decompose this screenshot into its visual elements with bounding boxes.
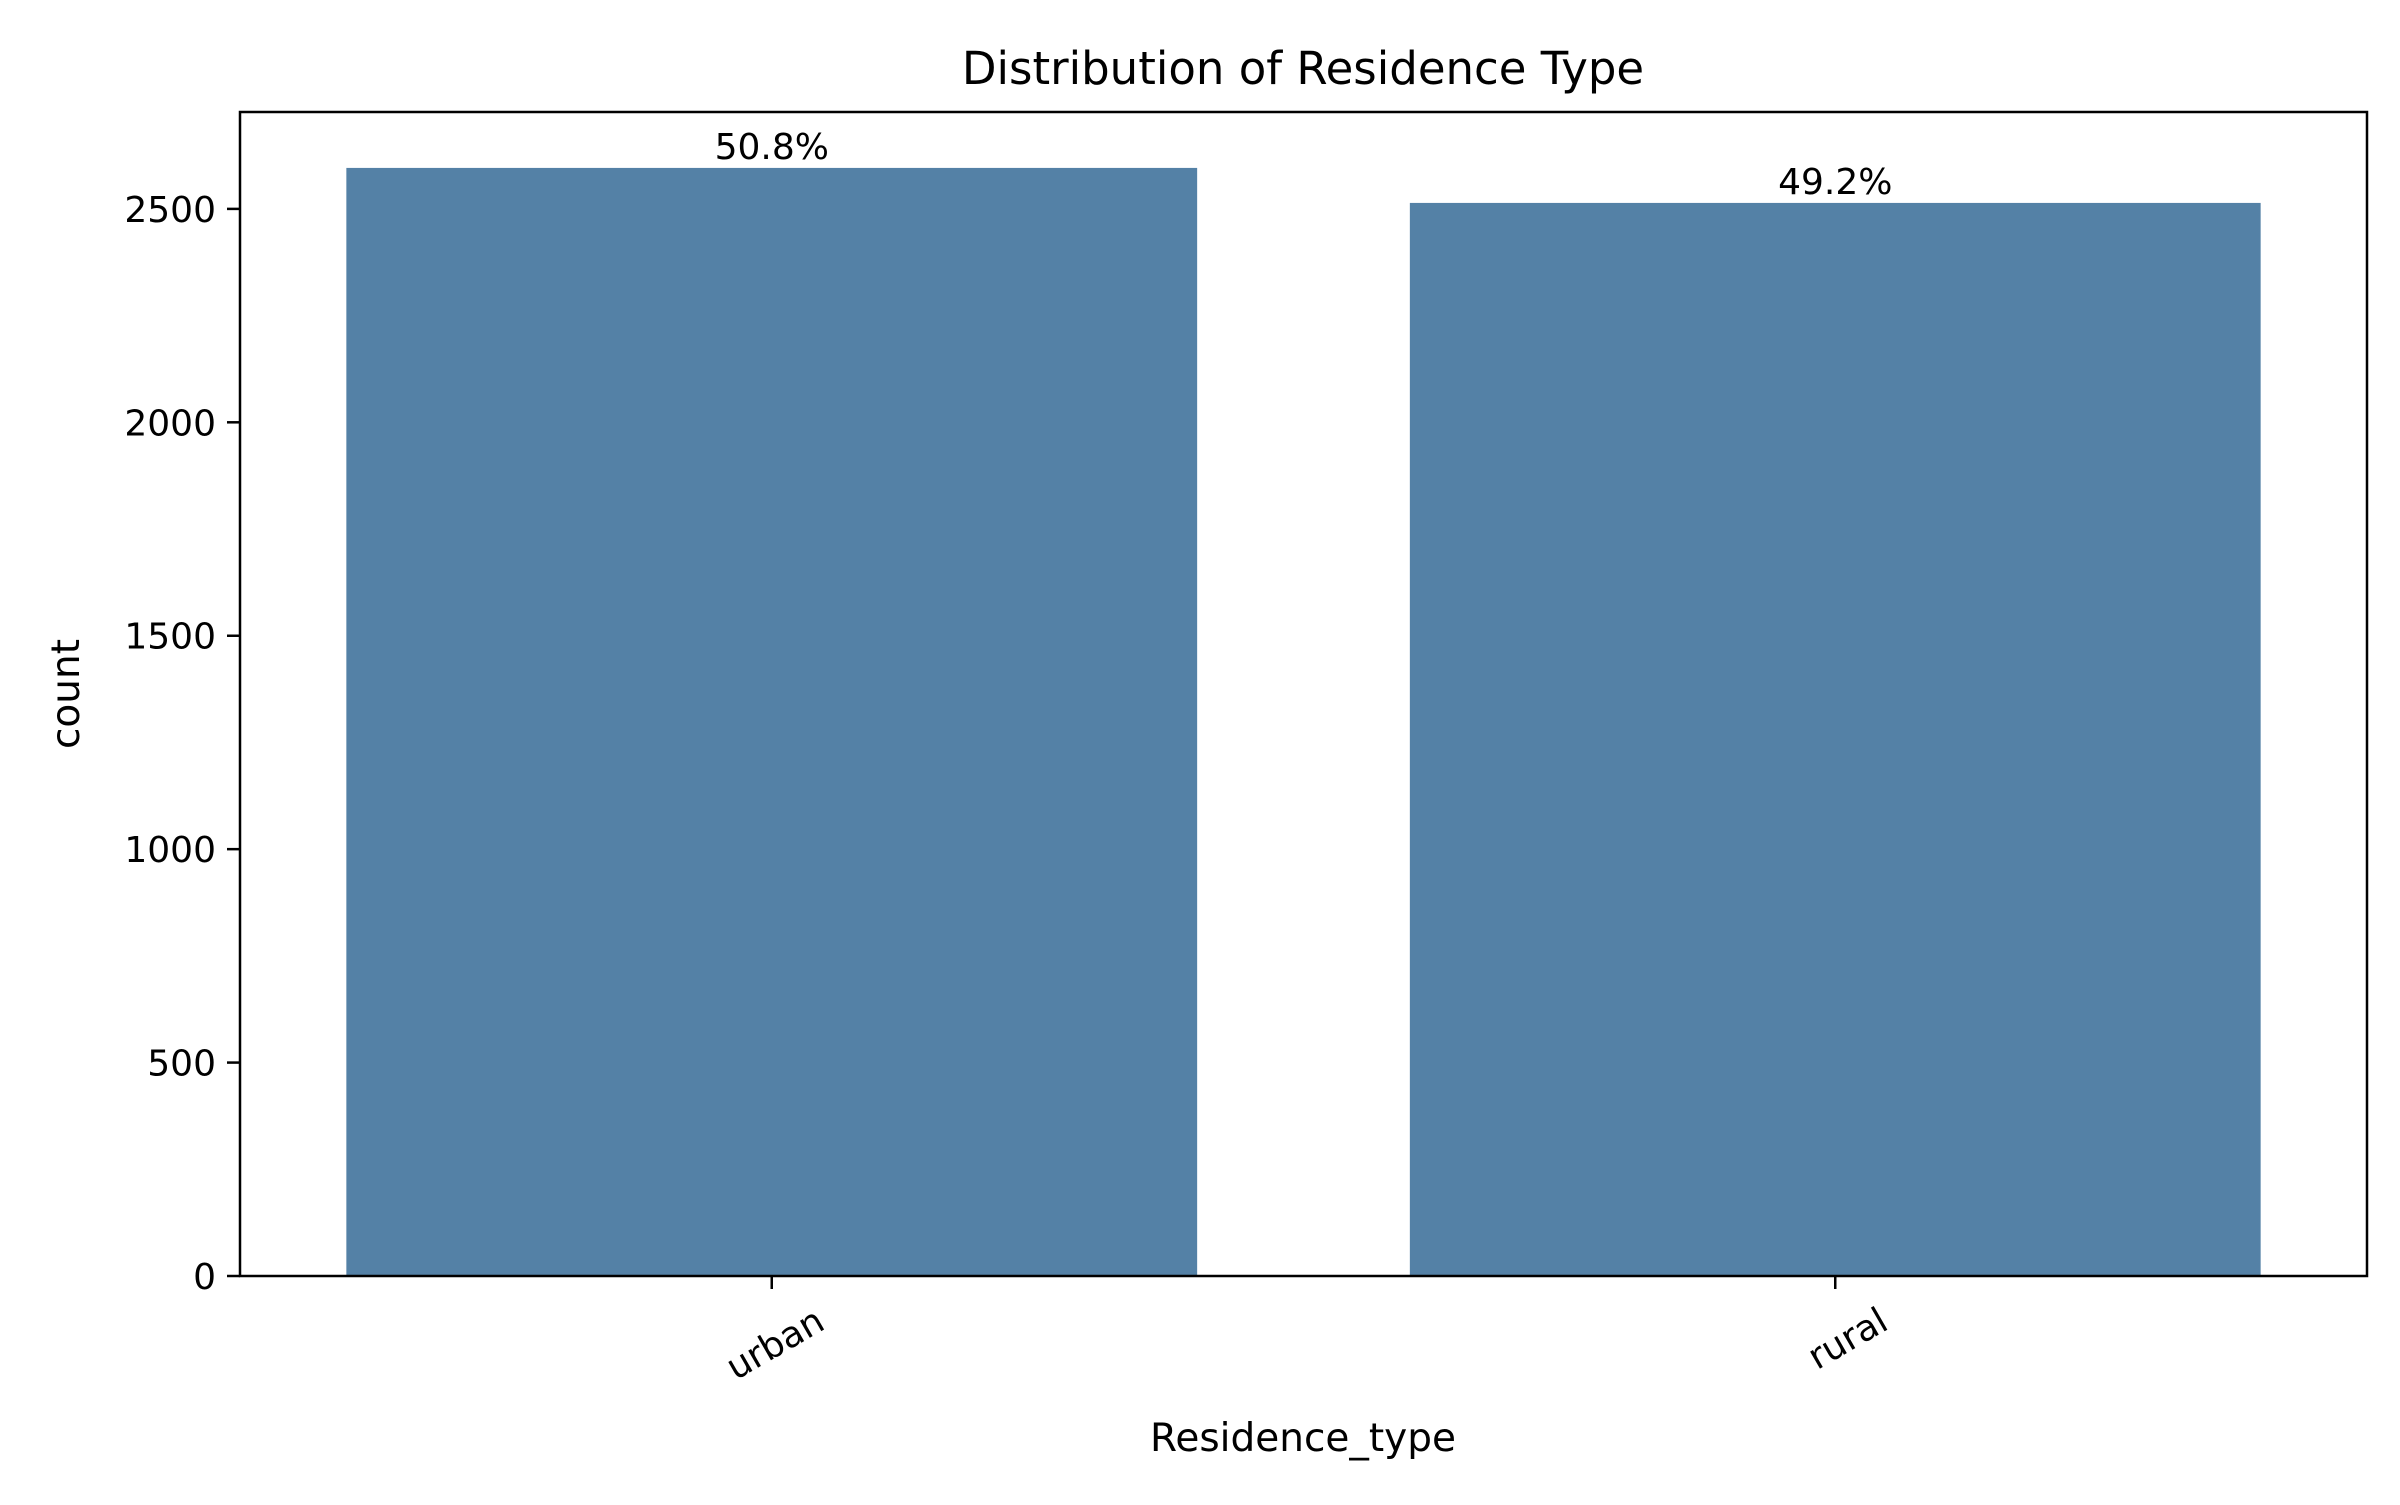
- y-tick-label: 500: [147, 1044, 216, 1085]
- bar-group: [346, 167, 2261, 1277]
- x-tick-label-urban: urban: [720, 1300, 832, 1388]
- y-axis: 0 500 1000 1500 2000 2500: [124, 190, 240, 1298]
- y-tick-label: 0: [193, 1257, 216, 1298]
- y-tick-label: 1500: [124, 617, 216, 658]
- y-tick-label: 2500: [124, 190, 216, 231]
- y-tick-label: 1000: [124, 830, 216, 871]
- y-axis-label: count: [44, 639, 89, 749]
- x-axis: urban rural: [720, 1276, 1895, 1388]
- bar-urban: [346, 167, 1198, 1277]
- plot-area-frame: [238, 110, 2369, 1278]
- data-label-group: 50.8% 49.2%: [715, 127, 1893, 203]
- x-tick-label-rural: rural: [1801, 1300, 1895, 1378]
- x-axis-label: Residence_type: [1150, 1416, 1456, 1461]
- chart-title: Distribution of Residence Type: [962, 42, 1644, 95]
- y-tick-label: 2000: [124, 403, 216, 444]
- data-label-urban: 50.8%: [715, 127, 829, 168]
- bar-rural: [1409, 202, 2261, 1277]
- data-label-rural: 49.2%: [1778, 162, 1892, 203]
